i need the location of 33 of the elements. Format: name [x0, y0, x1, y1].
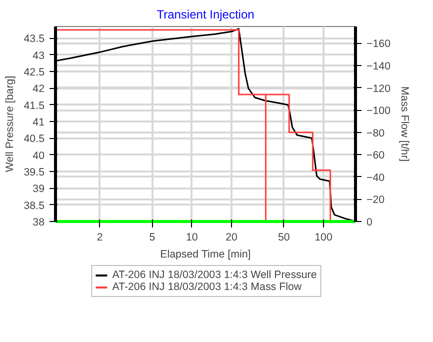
legend-label: AT-206 INJ 18/03/2003 1:4:3 Mass Flow [112, 281, 302, 293]
y-tick-label: 42.5 [24, 66, 45, 78]
y2-tick-label: −80 [366, 127, 385, 140]
y-tick-label: 41.5 [24, 100, 45, 112]
x-tick-label: 2 [96, 232, 103, 244]
x-tick-label: 20 [226, 232, 238, 244]
y2-tick-label: 0 [366, 216, 372, 228]
y-tick-label: 42 [32, 83, 45, 96]
x-tick-label: 100 [314, 232, 332, 244]
y-tick-label: 43 [32, 50, 45, 62]
y2-tick-label: −20 [366, 194, 385, 206]
y-tick-label: 39.5 [24, 166, 45, 178]
y2-axis-title: Mass Flow [t/hr] [398, 86, 411, 162]
y-tick-label: 41 [32, 116, 45, 128]
y2-tick-label: −100 [366, 105, 391, 118]
y2-tick-label: −160 [366, 38, 391, 50]
chart-title: Transient Injection [156, 8, 254, 22]
y-tick-label: 39 [32, 183, 45, 196]
y-tick-label: 40 [32, 150, 45, 162]
x-tick-label: 5 [149, 232, 156, 244]
y2-tick-label: −120 [366, 82, 391, 95]
y-axis-title: Well Pressure [barg] [4, 76, 16, 172]
y-tick-label: 40.5 [24, 133, 45, 146]
y-tick-label: 38 [32, 216, 45, 228]
x-tick-label: 10 [186, 232, 198, 244]
y2-tick-label: −60 [366, 150, 385, 162]
y-tick-label: 43.5 [24, 33, 45, 46]
x-axis-title: Elapsed Time [min] [160, 248, 251, 260]
legend-label: AT-206 INJ 18/03/2003 1:4:3 Well Pressure [112, 269, 317, 281]
y-tick-label: 38.5 [24, 200, 45, 212]
y2-tick-label: −40 [366, 172, 385, 184]
y2-tick-label: −140 [366, 60, 391, 72]
x-tick-label: 50 [278, 232, 290, 244]
